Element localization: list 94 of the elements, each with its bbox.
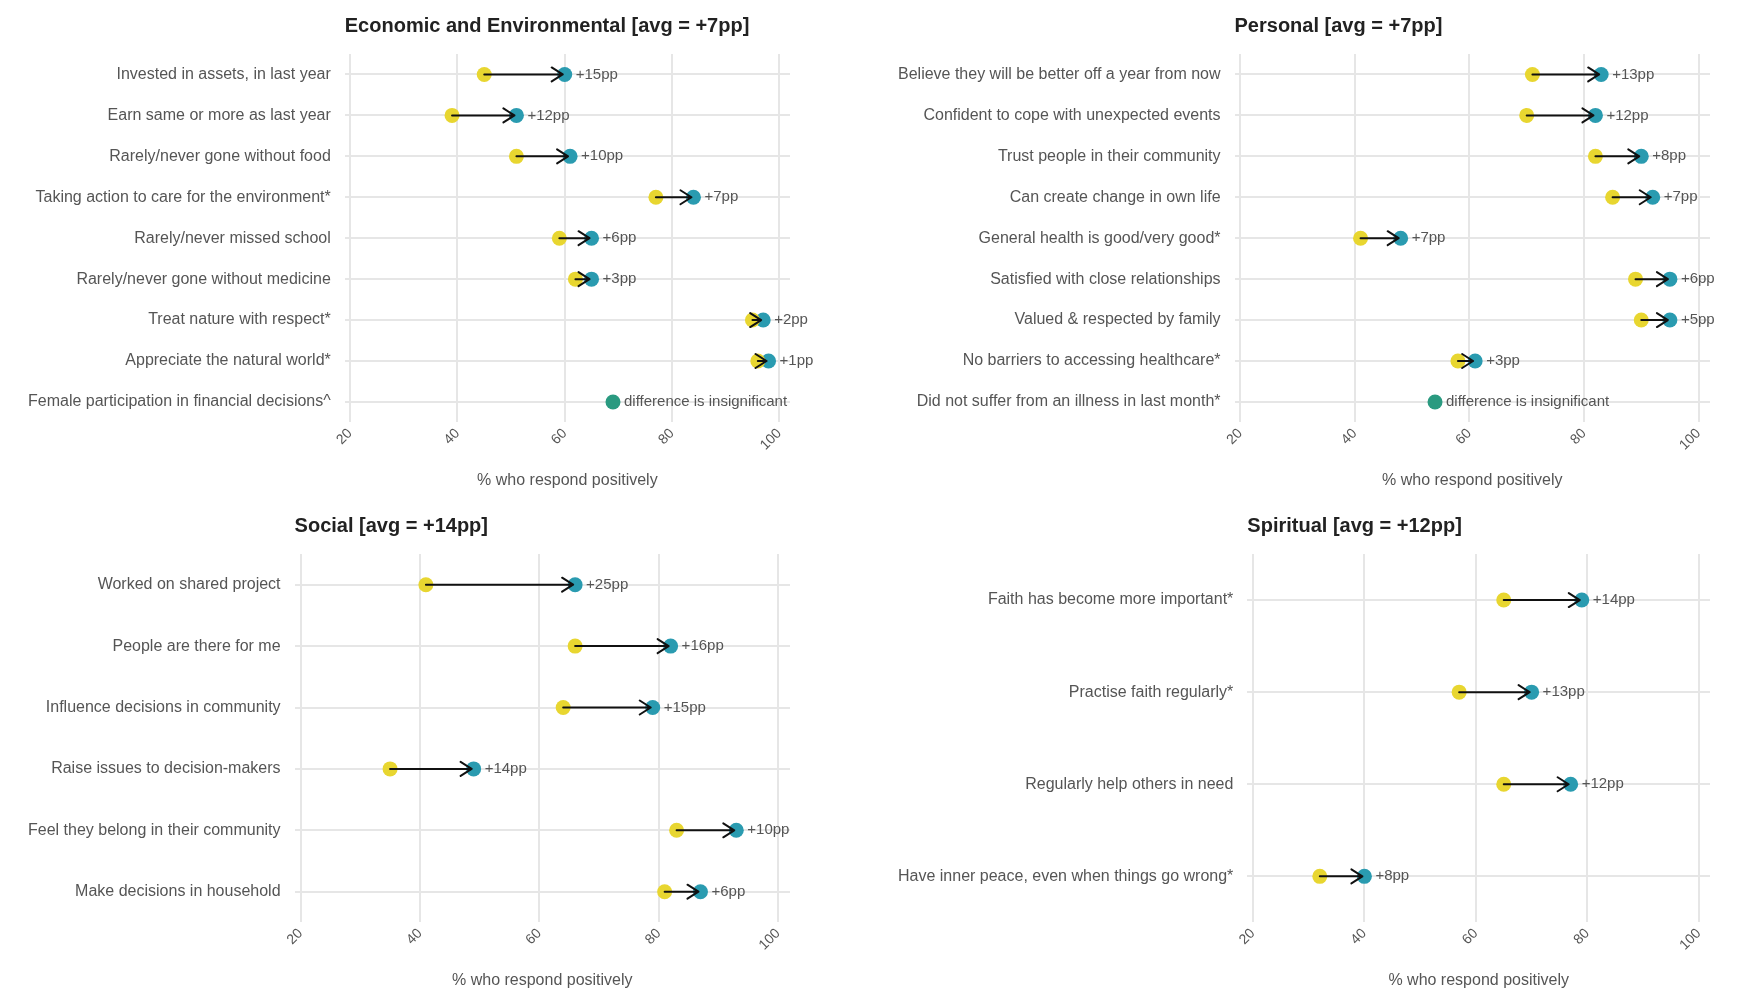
x-tick-label: 60 [1458,924,1481,948]
x-tick-label: 80 [1569,924,1593,948]
y-tick-label: Confident to cope with unexpected events [923,105,1221,123]
annotation: difference is insignificant [1446,392,1611,410]
x-tick-label: 100 [1675,424,1704,453]
y-tick-label: Taking action to care for the environment* [35,187,331,205]
y-tick-label: People are there for me [112,636,281,654]
y-tick-label: Have inner peace, even when things go wrong* [898,866,1234,884]
x-tick-label: 40 [1346,924,1370,948]
y-tick-label: Rarely/never gone without food [109,146,331,164]
annotation: +12pp [527,105,570,123]
y-tick-label: Can create change in own life [1009,187,1221,205]
x-tick-label: 80 [654,424,677,448]
x-axis-title: % who respond positively [1381,470,1563,488]
x-axis-title: % who respond positively [1388,970,1569,988]
y-tick-label: Treat nature with respect* [148,310,331,328]
y-tick-label: Invested in assets, in last year [116,64,332,82]
y-tick-label: Female participation in financial decisions^ [27,392,332,410]
annotation: +10pp [747,820,790,838]
x-tick-label: 100 [1675,924,1704,953]
point [476,66,492,82]
point [1519,107,1535,123]
y-tick-label: General health is good/very good* [978,228,1221,246]
y-tick-label: Faith has become more important* [987,590,1234,608]
y-tick-label: Earn same or more as last year [107,105,332,123]
x-tick-label: 80 [1566,424,1589,448]
y-tick-label: Rarely/never missed school [134,228,331,246]
annotation: +7pp [1411,228,1446,246]
x-tick-label: 100 [755,924,784,953]
x-tick-label: 80 [641,924,664,948]
annotation: +6pp [711,881,746,899]
annotation: +7pp [704,187,739,205]
annotation: +16pp [681,636,724,654]
annotation: +6pp [602,228,637,246]
annotation: +1pp [779,351,814,369]
point [605,394,621,410]
point [1312,868,1328,884]
point [1605,189,1621,205]
x-tick-label: 100 [756,424,785,453]
annotation: +3pp [602,269,637,287]
x-tick-label: 20 [1222,424,1246,448]
chart-title: Social [avg = +14pp] [294,513,488,536]
annotation: +13pp [1612,64,1655,82]
chart-title: Personal [avg = +7pp] [1234,13,1443,36]
x-tick-label: 20 [1235,924,1258,948]
y-tick-label: Rarely/never gone without medicine [76,269,331,287]
annotation: +10pp [581,146,624,164]
chart-title: Spiritual [avg = +12pp] [1247,513,1462,536]
point [657,884,673,900]
y-tick-label: Practise faith regularly* [1068,682,1234,700]
annotation: +2pp [774,310,808,328]
x-axis-title: % who respond positively [477,470,658,488]
annotation: +15pp [575,64,618,82]
annotation: +5pp [1680,310,1715,328]
annotation: +6pp [1680,269,1715,287]
x-tick-label: 60 [547,424,570,448]
x-tick-label: 40 [1337,424,1360,448]
y-tick-label: Feel they belong in their community [27,820,281,838]
annotation: +14pp [1592,590,1635,608]
annotation: +8pp [1375,866,1410,884]
y-tick-label: Believe they will be better off a year from now [898,64,1221,82]
y-tick-label: Make decisions in household [75,882,281,900]
y-tick-label: Influence decisions in community [45,697,281,715]
annotation: +7pp [1663,187,1698,205]
y-tick-label: Satisfied with close relationships [990,269,1221,287]
annotation: +3pp [1486,351,1520,369]
point [1427,394,1443,410]
chart-title: Economic and Environmental [avg = +7pp] [344,13,750,36]
y-tick-label: Valued & respected by family [1014,310,1221,328]
x-axis-title: % who respond positively [452,970,633,988]
annotation: +8pp [1652,146,1687,164]
x-tick-label: 40 [402,924,425,948]
x-tick-label: 60 [521,924,545,948]
x-tick-label: 20 [283,924,306,948]
y-tick-label: Appreciate the natural world* [125,351,331,369]
annotation: +12pp [1581,774,1624,792]
annotation: +25pp [586,574,629,592]
point [1353,230,1369,246]
x-tick-label: 20 [332,424,356,448]
annotation: +12pp [1606,105,1649,123]
point [669,822,685,838]
annotation: +15pp [663,697,706,715]
y-tick-label: Regularly help others in need [1025,774,1234,792]
point [1524,66,1540,82]
y-tick-label: No barriers to accessing healthcare* [962,351,1221,369]
x-tick-label: 60 [1451,424,1475,448]
y-tick-label: Trust people in their community [997,146,1221,164]
annotation: +13pp [1542,682,1585,700]
annotation: +14pp [484,759,527,777]
x-tick-label: 40 [439,424,463,448]
annotation: difference is insignificant [623,392,788,410]
y-tick-label: Worked on shared project [97,575,282,593]
y-tick-label: Raise issues to decision-makers [51,759,281,777]
y-tick-label: Did not suffer from an illness in last month* [916,392,1221,410]
